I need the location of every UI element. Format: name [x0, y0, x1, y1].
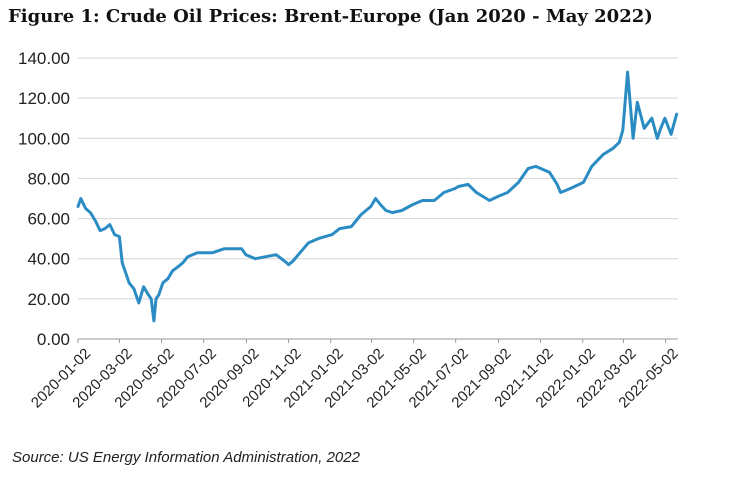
y-tick-label: 140.00: [18, 49, 70, 68]
source-note: Source: US Energy Information Administra…: [12, 449, 360, 466]
price-series-line: [76, 70, 679, 323]
chart-title: Figure 1: Crude Oil Prices: Brent-Europe…: [8, 6, 653, 27]
grid-lines: [78, 57, 678, 340]
x-axis-ticks: 2020-01-022020-03-022020-05-022020-07-02…: [28, 339, 682, 411]
y-tick-label: 20.00: [27, 290, 70, 309]
y-axis-ticks: 0.00 20.00 40.00 60.00 80.00 100.00 120.00 140.…: [18, 49, 70, 349]
y-tick-label: 40.00: [27, 250, 70, 269]
y-tick-label: 60.00: [27, 210, 70, 229]
y-tick-label: 80.00: [27, 169, 70, 188]
y-tick-label: 100.00: [18, 129, 70, 148]
y-tick-label: 0.00: [37, 330, 70, 349]
y-tick-label: 120.00: [18, 89, 70, 108]
series-layer: [76, 70, 679, 323]
